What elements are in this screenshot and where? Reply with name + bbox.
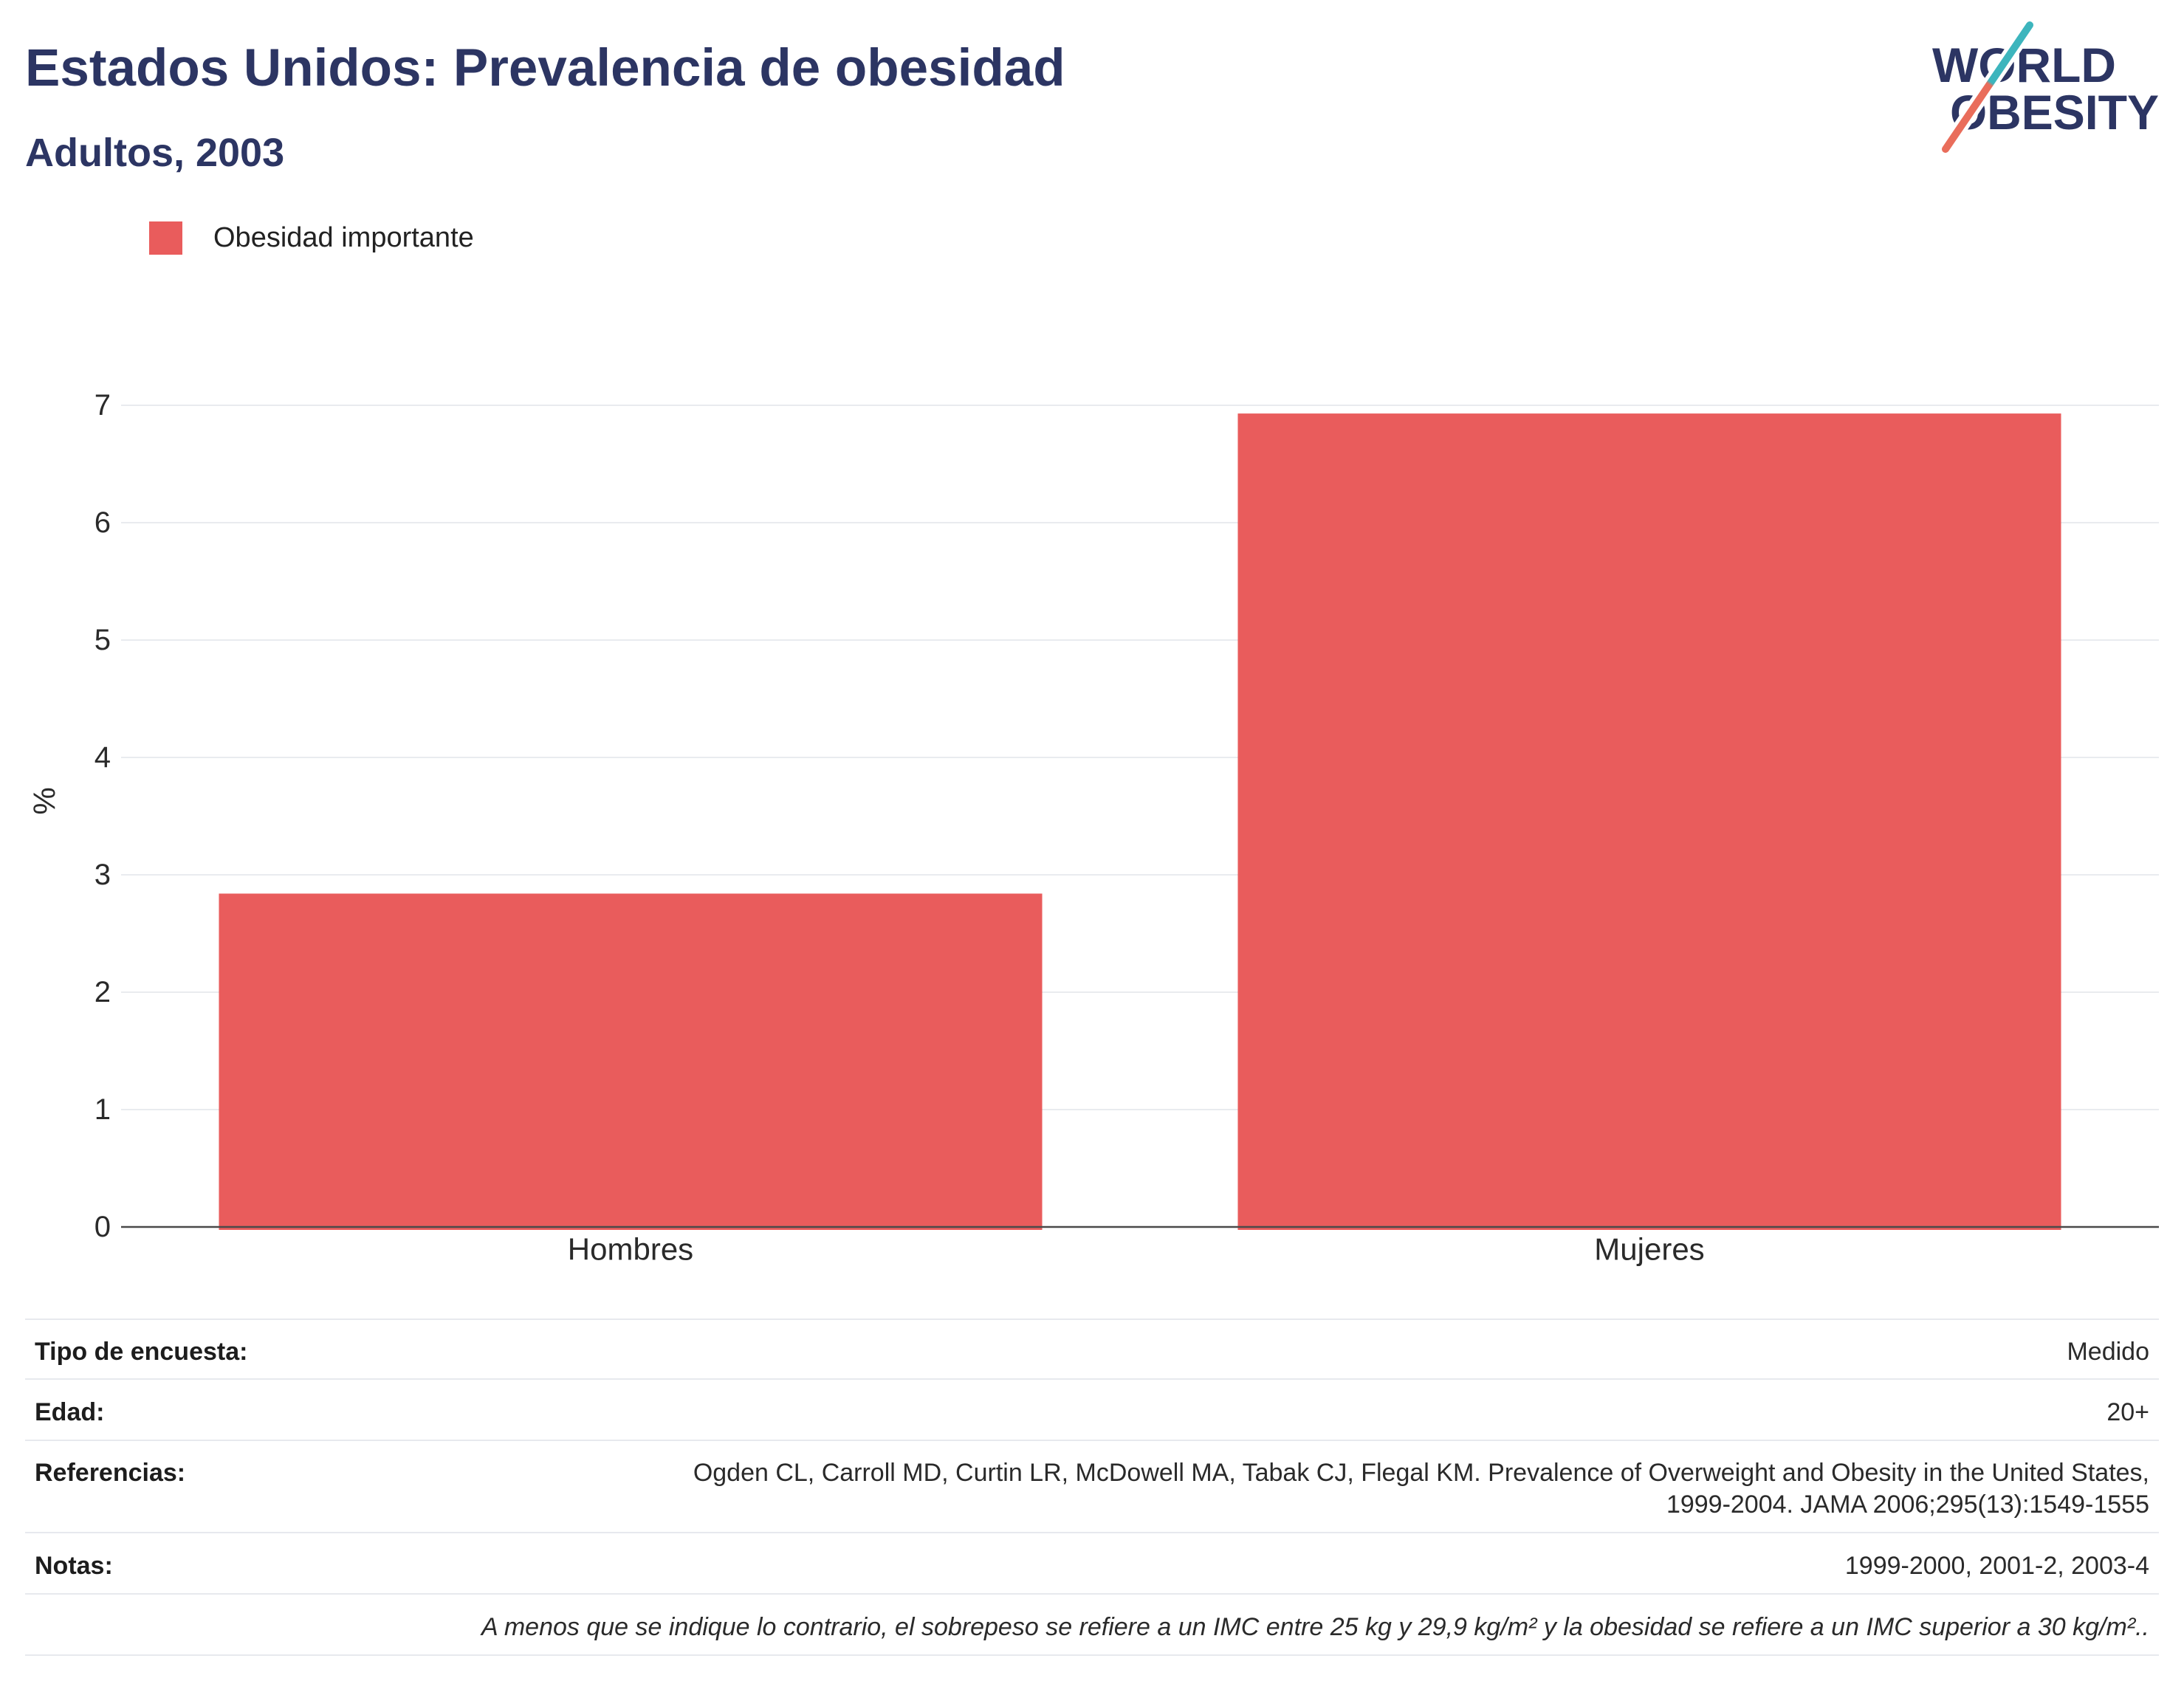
info-label: Referencias: xyxy=(35,1459,186,1487)
bar-hombres xyxy=(219,893,1043,1230)
y-tick-label: 5 xyxy=(95,624,111,656)
info-value: 20+ xyxy=(2106,1398,2149,1426)
chart-title: Estados Unidos: Prevalencia de obesidad xyxy=(25,39,1065,97)
bar-chart: 0 1 2 3 4 5 6 7 Hombres Mujeres % xyxy=(27,389,2159,1267)
chart-subtitle: Adultos, 2003 xyxy=(25,131,285,175)
logo-slash-icon xyxy=(1942,21,2033,153)
info-value: Medido xyxy=(2067,1338,2149,1366)
y-tick-label: 6 xyxy=(95,506,111,539)
y-tick-label: 4 xyxy=(95,741,111,774)
y-tick-label: 0 xyxy=(95,1211,111,1243)
legend-label: Obesidad importante xyxy=(213,222,474,253)
legend-swatch xyxy=(149,221,182,255)
legend: Obesidad importante xyxy=(149,221,474,255)
x-category-label: Mujeres xyxy=(1594,1232,1704,1267)
table-row-notes: Notas: 1999-2000, 2001-2, 2003-4 xyxy=(25,1532,2159,1593)
y-tick-label: 1 xyxy=(95,1093,111,1126)
info-label: Notas: xyxy=(35,1552,113,1580)
info-label: Edad: xyxy=(35,1398,105,1426)
y-tick-label: 3 xyxy=(95,859,111,891)
footnote: A menos que se indique lo contrario, el … xyxy=(481,1613,2149,1641)
bars xyxy=(219,413,2061,1230)
y-tick-label: 7 xyxy=(95,389,111,422)
table-row-footnote: A menos que se indique lo contrario, el … xyxy=(25,1593,2159,1656)
info-label: Tipo de encuesta: xyxy=(35,1338,248,1366)
table-row-references: Referencias: Ogden CL, Carroll MD, Curti… xyxy=(25,1440,2159,1532)
x-category-label: Hombres xyxy=(568,1232,693,1267)
table-row-survey-type: Tipo de encuesta: Medido xyxy=(25,1318,2159,1378)
logo-word-world: WORLD xyxy=(1932,38,2116,92)
y-axis-title: % xyxy=(27,787,62,814)
info-value: Ogden CL, Carroll MD, Curtin LR, McDowel… xyxy=(693,1459,2149,1519)
info-value: 1999-2000, 2001-2, 2003-4 xyxy=(1844,1552,2149,1580)
world-obesity-logo: WORLD OBESITY xyxy=(1932,18,2159,157)
info-table: Tipo de encuesta: Medido Edad: 20+ Refer… xyxy=(25,1318,2159,1656)
bar-mujeres xyxy=(1237,413,2061,1230)
y-tick-label: 2 xyxy=(95,976,111,1008)
axis-labels: 0 1 2 3 4 5 6 7 Hombres Mujeres xyxy=(95,389,1705,1267)
table-row-age: Edad: 20+ xyxy=(25,1378,2159,1440)
